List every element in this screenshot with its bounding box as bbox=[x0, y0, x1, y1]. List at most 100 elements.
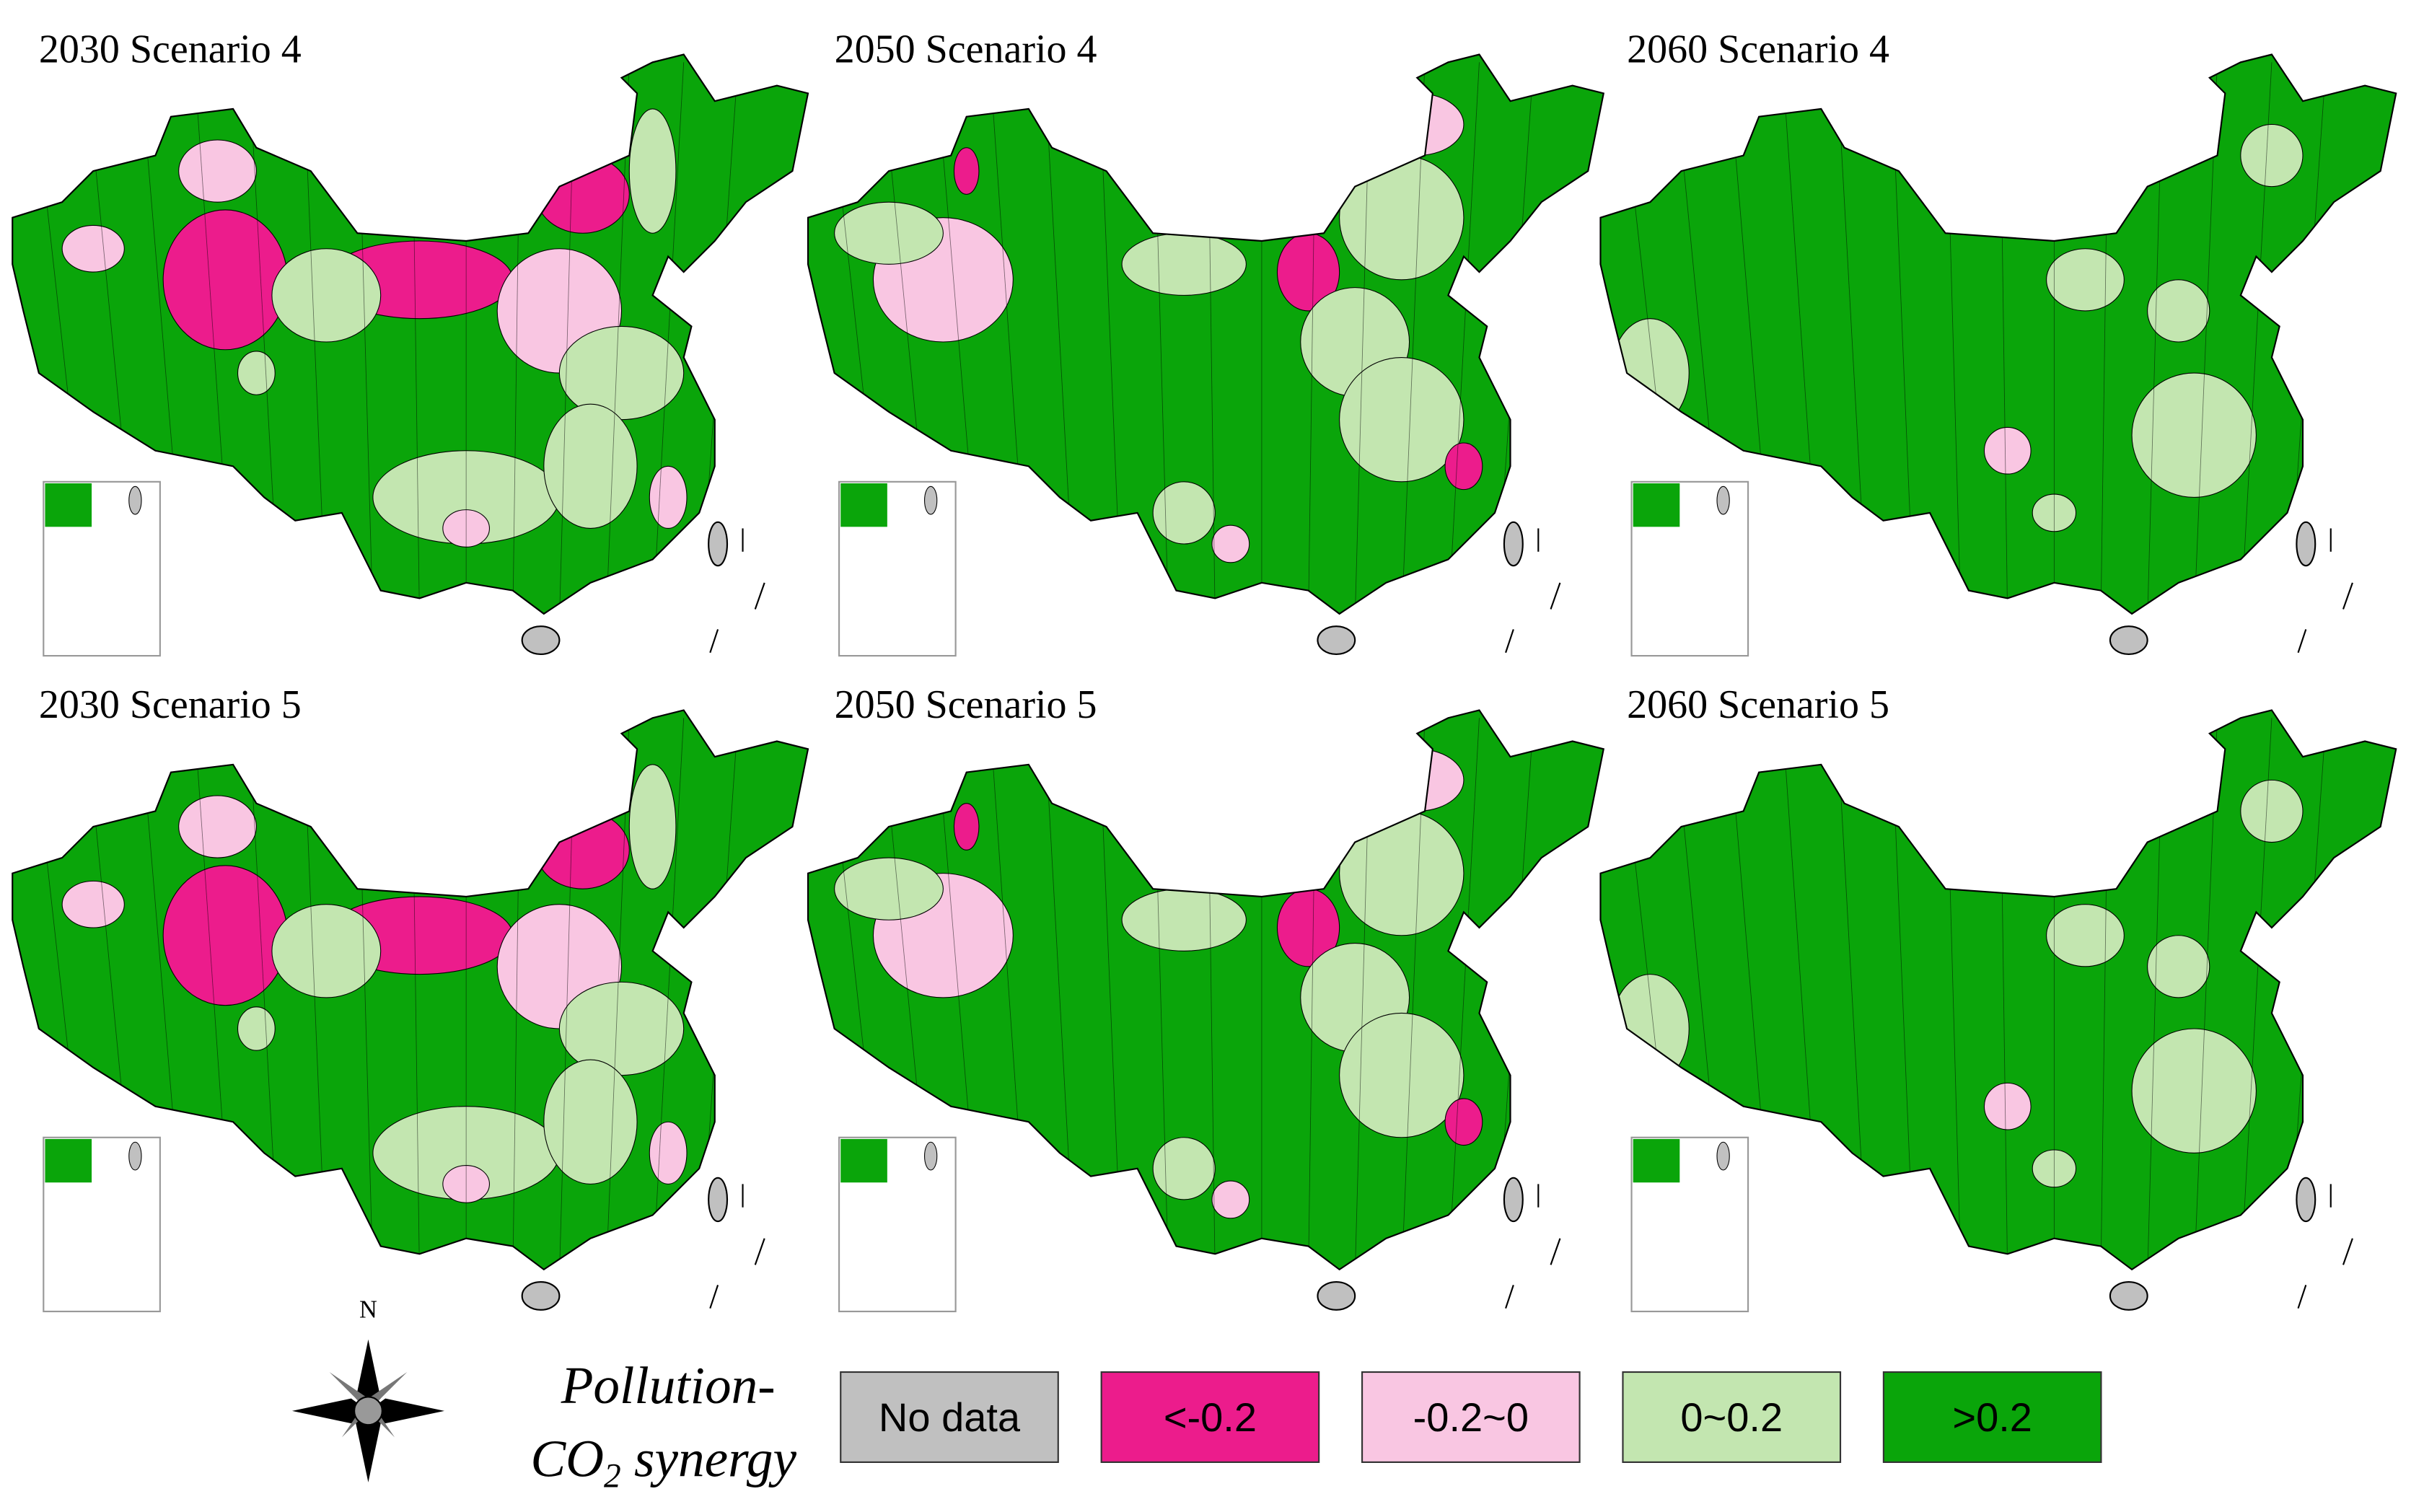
region bbox=[2240, 123, 2304, 188]
region bbox=[1121, 232, 1247, 296]
islands bbox=[2342, 1238, 2353, 1265]
region bbox=[61, 880, 125, 928]
map-panel: 2050 Scenario 4 bbox=[807, 27, 1605, 657]
islands bbox=[1550, 582, 1561, 610]
region bbox=[628, 764, 677, 889]
hainan bbox=[1317, 1280, 1356, 1311]
region bbox=[237, 351, 276, 395]
region bbox=[271, 904, 382, 998]
region bbox=[2147, 279, 2210, 343]
map-panel: 2060 Scenario 5 bbox=[1599, 682, 2397, 1313]
islands bbox=[1550, 1238, 1561, 1265]
country-outline bbox=[12, 709, 809, 1271]
islands bbox=[709, 1285, 719, 1309]
islands bbox=[1505, 629, 1514, 654]
region bbox=[2147, 935, 2210, 998]
inset-island bbox=[924, 485, 938, 515]
region bbox=[1370, 748, 1464, 812]
islands bbox=[709, 629, 719, 654]
panel-title: 2030 Scenario 5 bbox=[39, 682, 302, 727]
islands bbox=[754, 582, 765, 610]
taiwan bbox=[1503, 521, 1524, 567]
region bbox=[834, 201, 944, 265]
panel-title: 2060 Scenario 5 bbox=[1627, 682, 1889, 727]
region-border bbox=[1447, 62, 1480, 614]
region bbox=[1339, 356, 1464, 483]
region bbox=[178, 139, 257, 203]
country-outline bbox=[1599, 53, 2397, 615]
map-panel: 2030 Scenario 5 bbox=[12, 682, 809, 1313]
country-outline bbox=[807, 53, 1605, 615]
region bbox=[1211, 1180, 1250, 1219]
legend-label: >0.2 bbox=[1952, 1394, 2032, 1440]
inset-island bbox=[128, 485, 142, 515]
region bbox=[1983, 1082, 2032, 1130]
country-outline bbox=[1599, 709, 2397, 1271]
regions bbox=[30, 62, 739, 614]
hainan bbox=[521, 625, 561, 655]
region bbox=[834, 857, 944, 920]
map-panel: 2060 Scenario 4 bbox=[1599, 27, 2397, 657]
islands bbox=[2297, 1285, 2307, 1309]
taiwan bbox=[708, 521, 729, 567]
legend-swatch bbox=[840, 1371, 1059, 1463]
region bbox=[271, 248, 382, 343]
region bbox=[162, 209, 288, 351]
country-outline bbox=[807, 709, 1605, 1271]
region bbox=[1611, 974, 1690, 1084]
inset-land bbox=[840, 483, 887, 527]
region bbox=[1339, 155, 1464, 281]
inset-land bbox=[1633, 1138, 1680, 1183]
panel-title: 2050 Scenario 5 bbox=[835, 682, 1097, 727]
inset-land bbox=[840, 1138, 887, 1183]
legend-swatch bbox=[1100, 1371, 1320, 1463]
country-outline bbox=[12, 53, 809, 615]
region bbox=[2046, 248, 2125, 312]
region bbox=[1444, 1098, 1483, 1146]
inset-island bbox=[128, 1141, 142, 1171]
legend: N Pollution- CO2 synergy No data <-0.2 -0.… bbox=[291, 1296, 2102, 1495]
region bbox=[558, 981, 685, 1076]
taiwan bbox=[2296, 1177, 2317, 1223]
legend-label: <-0.2 bbox=[1164, 1394, 1257, 1440]
region-border bbox=[652, 62, 685, 614]
panel-title: 2030 Scenario 4 bbox=[39, 27, 302, 71]
region bbox=[1444, 442, 1483, 491]
inset-island bbox=[1716, 1141, 1730, 1171]
legend-swatch bbox=[1622, 1371, 1842, 1463]
legend-swatch bbox=[1882, 1371, 2102, 1463]
legend-title-text: CO bbox=[530, 1429, 604, 1487]
region bbox=[162, 865, 288, 1006]
region bbox=[649, 465, 688, 529]
region bbox=[543, 403, 638, 529]
region-border bbox=[2240, 62, 2272, 614]
region bbox=[178, 795, 257, 858]
inset-island bbox=[1716, 485, 1730, 515]
map-panel: 2030 Scenario 4 bbox=[12, 27, 809, 657]
inset-land bbox=[1633, 483, 1680, 527]
region bbox=[1152, 481, 1216, 545]
compass-label: N bbox=[359, 1296, 377, 1324]
region bbox=[558, 325, 685, 421]
legend-title: CO2 synergy bbox=[530, 1429, 796, 1495]
region bbox=[1339, 810, 1464, 936]
region bbox=[1121, 888, 1247, 951]
region bbox=[953, 147, 980, 195]
region bbox=[1152, 1137, 1216, 1200]
region-border bbox=[2240, 718, 2272, 1270]
legend-swatch bbox=[1361, 1371, 1581, 1463]
region bbox=[1370, 92, 1464, 157]
inset-land bbox=[45, 1138, 92, 1183]
legend-title: Pollution- bbox=[561, 1356, 776, 1415]
compass: N bbox=[291, 1296, 444, 1482]
legend-title-text: synergy bbox=[621, 1429, 797, 1487]
region bbox=[1211, 524, 1250, 563]
region bbox=[535, 810, 630, 889]
legend-items: No data <-0.2 -0.2~0 0~0.2 >0.2 bbox=[840, 1371, 2102, 1463]
region bbox=[2131, 1028, 2257, 1153]
islands bbox=[754, 1238, 765, 1265]
legend-label: No data bbox=[879, 1394, 1021, 1440]
region bbox=[1339, 1012, 1464, 1138]
region bbox=[628, 108, 677, 234]
